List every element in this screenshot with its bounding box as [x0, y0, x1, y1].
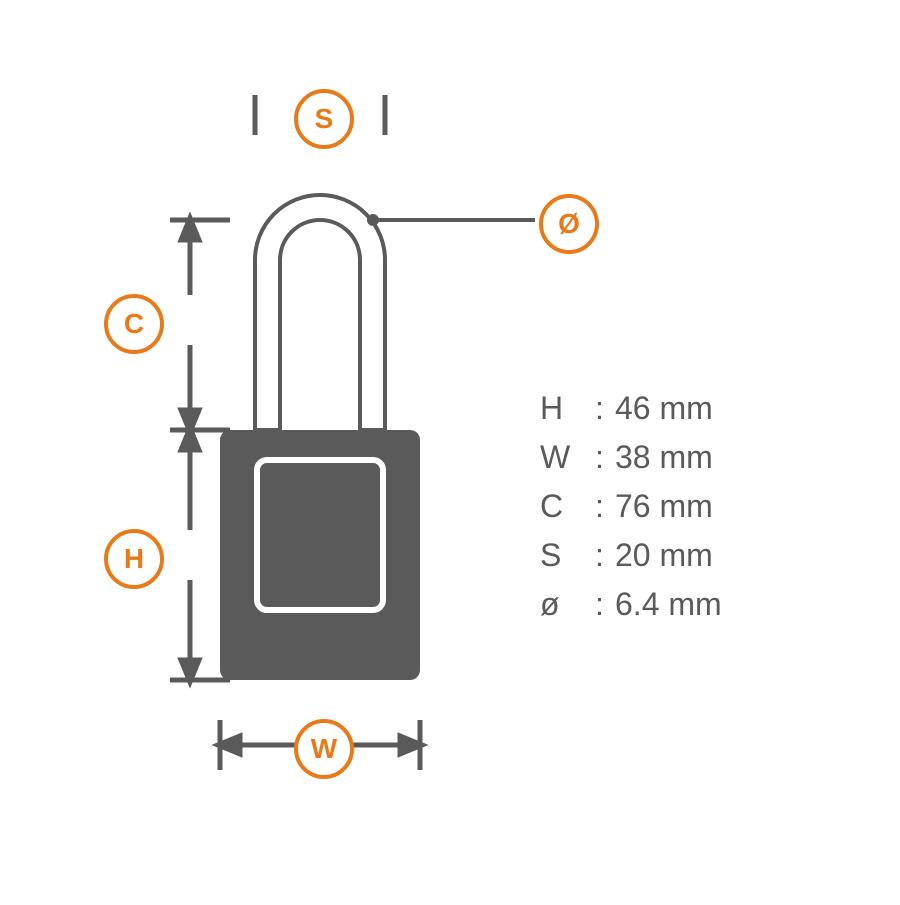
- spec-value: 6.4 mm: [615, 586, 745, 623]
- spec-value: 76 mm: [615, 488, 745, 525]
- label-c: C: [104, 294, 164, 354]
- spec-colon: :: [595, 488, 615, 525]
- spec-key: H: [540, 390, 595, 427]
- spec-row: W : 38 mm: [540, 439, 745, 476]
- label-s: S: [294, 89, 354, 149]
- shackle-outline: [255, 195, 385, 430]
- spec-row: C : 76 mm: [540, 488, 745, 525]
- spec-colon: :: [595, 586, 615, 623]
- spec-value: 46 mm: [615, 390, 745, 427]
- padlock-body: [220, 430, 420, 680]
- padlock-diagram: S Ø C H W H : 46 mm W : 38 mm C : 76 mm …: [0, 0, 900, 900]
- spec-colon: :: [595, 537, 615, 574]
- spec-key: S: [540, 537, 595, 574]
- spec-row: ø : 6.4 mm: [540, 586, 745, 623]
- label-h: H: [104, 529, 164, 589]
- spec-row: H : 46 mm: [540, 390, 745, 427]
- dim-diameter-dot: [367, 214, 379, 226]
- label-diameter-text: Ø: [558, 208, 580, 240]
- label-w: W: [294, 719, 354, 779]
- spec-key: C: [540, 488, 595, 525]
- dim-c-group: [170, 218, 230, 432]
- spec-key: W: [540, 439, 595, 476]
- diagram-svg: [0, 0, 900, 900]
- spec-value: 38 mm: [615, 439, 745, 476]
- spec-row: S : 20 mm: [540, 537, 745, 574]
- label-h-text: H: [124, 543, 144, 575]
- spec-table: H : 46 mm W : 38 mm C : 76 mm S : 20 mm …: [540, 390, 745, 635]
- label-s-text: S: [315, 103, 334, 135]
- label-w-text: W: [311, 733, 337, 765]
- spec-colon: :: [595, 390, 615, 427]
- spec-colon: :: [595, 439, 615, 476]
- spec-key: ø: [540, 586, 595, 623]
- spec-value: 20 mm: [615, 537, 745, 574]
- label-diameter: Ø: [539, 194, 599, 254]
- label-c-text: C: [124, 308, 144, 340]
